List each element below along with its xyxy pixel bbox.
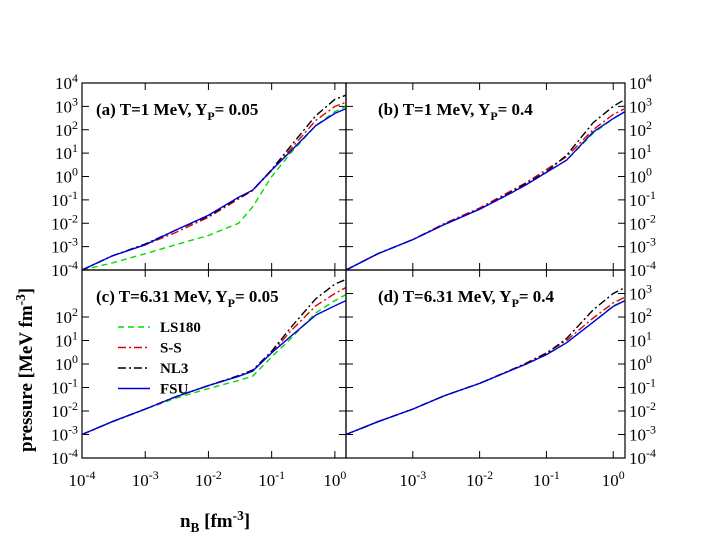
y-tick-label: 101: [55, 141, 78, 163]
y-tick-label: 102: [629, 118, 652, 140]
series-line: [345, 286, 626, 436]
plot-frame: [345, 269, 626, 459]
y-tick-label: 10-4: [629, 258, 656, 280]
y-tick-label: 103: [55, 94, 78, 116]
series-line: [345, 299, 626, 436]
x-tick-label: 10-1: [533, 468, 560, 490]
legend-label: S-S: [160, 341, 182, 357]
y-tick-label: 10-1: [51, 376, 78, 398]
series-line: [345, 296, 626, 436]
panel-title: (d) T=6.31 MeV, YP= 0.4: [378, 287, 555, 310]
y-tick-label: 101: [629, 329, 652, 351]
y-tick-label: 10-4: [51, 446, 78, 468]
x-tick-label: 10-2: [466, 468, 493, 490]
y-tick-label: 100: [629, 165, 652, 187]
series-line: [81, 105, 347, 271]
y-tick-label: 102: [55, 118, 78, 140]
y-tick-label: 10-2: [629, 211, 656, 233]
y-tick-label: 100: [55, 352, 78, 374]
panel-title: (c) T=6.31 MeV, YP= 0.05: [96, 287, 279, 310]
x-tick-label: 100: [602, 468, 625, 490]
y-tick-label: 10-4: [629, 446, 656, 468]
x-tick-label: 10-3: [399, 468, 426, 490]
x-tick-label: 100: [323, 468, 346, 490]
y-tick-label: 10-1: [51, 188, 78, 210]
x-tick-label: 10-1: [258, 468, 285, 490]
y-axis-label: pressure [MeV fm-3]: [13, 288, 37, 452]
y-tick-label: 101: [629, 141, 652, 163]
series-line: [345, 299, 626, 436]
y-tick-label: 10-3: [51, 423, 78, 445]
legend-label: FSU: [160, 382, 189, 398]
series-line: [81, 107, 347, 271]
x-axis-label: nB [fm-3]: [180, 508, 250, 535]
y-tick-label: 104: [55, 71, 78, 93]
series-line: [345, 107, 626, 271]
y-tick-label: 10-2: [51, 211, 78, 233]
panel-title: (b) T=1 MeV, YP= 0.4: [378, 100, 533, 123]
y-tick-label: 10-2: [629, 399, 656, 421]
y-tick-label: 10-2: [51, 399, 78, 421]
x-tick-label: 10-4: [69, 468, 96, 490]
y-tick-label: 10-1: [629, 188, 656, 210]
y-tick-label: 103: [629, 94, 652, 116]
legend-label: NL3: [160, 361, 188, 377]
series-line: [81, 286, 347, 436]
y-tick-label: 10-3: [629, 235, 656, 257]
series-line: [81, 299, 347, 436]
y-tick-label: 102: [55, 305, 78, 327]
y-tick-label: 10-3: [51, 235, 78, 257]
x-tick-label: 10-2: [195, 468, 222, 490]
panel-title: (a) T=1 MeV, YP= 0.05: [96, 100, 258, 123]
y-tick-label: 101: [55, 329, 78, 351]
y-tick-label: 103: [629, 282, 652, 304]
y-tick-label: 100: [55, 165, 78, 187]
y-tick-label: 10-4: [51, 258, 78, 280]
legend-label: LS180: [160, 320, 201, 336]
y-tick-label: 10-3: [629, 423, 656, 445]
x-tick-label: 10-3: [132, 468, 159, 490]
y-tick-label: 100: [629, 352, 652, 374]
series-line: [345, 98, 626, 271]
y-tick-label: 104: [629, 71, 652, 93]
series-line: [345, 110, 626, 271]
y-tick-label: 102: [629, 305, 652, 327]
series-line: [81, 101, 347, 271]
y-tick-label: 10-1: [629, 376, 656, 398]
